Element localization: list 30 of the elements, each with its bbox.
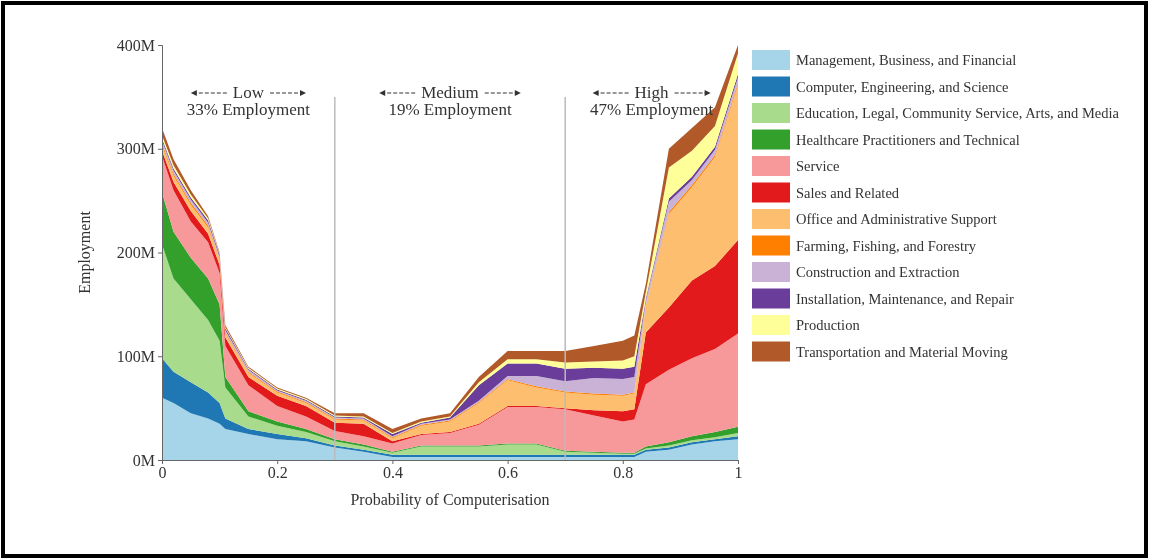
- x-tick-label: 0: [158, 464, 167, 482]
- y-axis-title: Employment: [76, 210, 94, 294]
- x-tick-label: 0.4: [382, 464, 403, 482]
- y-tick-label: 100M: [116, 347, 155, 365]
- legend-label: Production: [796, 317, 861, 333]
- legend-label: Healthcare Practitioners and Technical: [796, 131, 1020, 148]
- annotation: 19% Employment: [388, 100, 512, 119]
- annotation: Medium: [421, 83, 479, 102]
- x-axis-title: Probability of Computerisation: [350, 491, 550, 509]
- annotation: 33% Employment: [186, 100, 311, 119]
- x-tick-label: 1: [734, 464, 743, 482]
- y-tick-label: 300M: [116, 140, 155, 158]
- y-tick-label: 400M: [116, 36, 155, 54]
- legend-label: Construction and Extraction: [796, 264, 961, 280]
- legend-label: Management, Business, and Financial: [796, 52, 1017, 68]
- y-tick-label: 200M: [116, 244, 155, 262]
- legend-label: Farming, Fishing, and Forestry: [796, 237, 977, 254]
- annotation: Low: [232, 83, 265, 102]
- legend-label: Education, Legal, Community Service, Arts, and Media: [796, 105, 1120, 121]
- legend-label: Transportation and Material Moving: [796, 343, 1008, 360]
- legend-label: Computer, Engineering, and Science: [796, 78, 1009, 95]
- legend-label: Office and Administrative Support: [796, 211, 997, 227]
- legend-label: Service: [796, 158, 840, 174]
- annotation: High: [634, 83, 670, 102]
- legend-label: Installation, Maintenance, and Repair: [796, 290, 1014, 307]
- x-tick-label: 0.8: [613, 464, 634, 482]
- legend-label: Sales and Related: [796, 184, 900, 201]
- x-tick-label: 0.2: [267, 464, 288, 482]
- y-tick-label: 0M: [132, 451, 155, 469]
- x-tick-label: 0.6: [498, 464, 519, 482]
